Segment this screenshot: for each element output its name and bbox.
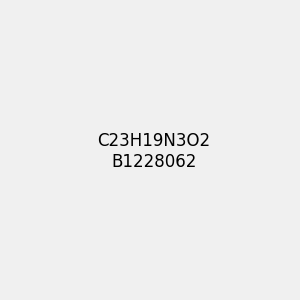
Text: C23H19N3O2
B1228062: C23H19N3O2 B1228062	[97, 132, 210, 171]
